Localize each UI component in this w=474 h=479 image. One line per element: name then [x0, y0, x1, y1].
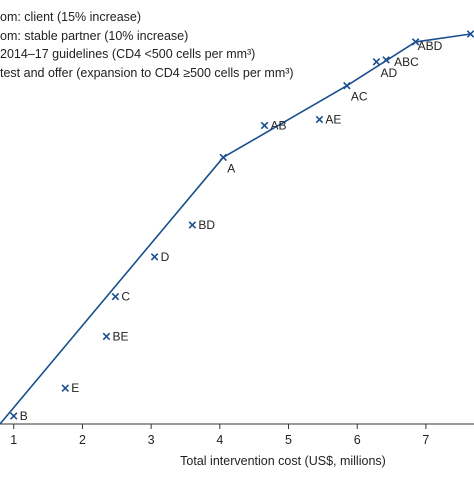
point-marker-stroke	[315, 115, 324, 124]
legend-item-4: test and offer (expansion to CD4 ≥500 ce…	[0, 66, 294, 80]
point-label-d: D	[161, 250, 170, 264]
data-point-d: D	[150, 250, 170, 264]
point-label-bd: BD	[198, 218, 215, 232]
point-marker-stroke	[466, 30, 474, 38]
data-point-abd: ABD	[411, 38, 443, 53]
x-tick-label-1: 1	[10, 433, 17, 447]
point-label-a: A	[227, 161, 235, 175]
point-label-be: BE	[112, 329, 128, 343]
data-point-c: C	[111, 290, 130, 304]
point-label-b: B	[20, 409, 28, 423]
point-label-abd: ABD	[418, 39, 443, 53]
x-tick-label-7: 7	[422, 433, 429, 447]
point-marker-stroke	[343, 81, 351, 90]
point-label-e: E	[71, 381, 79, 395]
data-point-b: B	[9, 409, 28, 423]
efficiency-frontier	[0, 33, 471, 425]
point-marker-stroke	[150, 253, 159, 261]
point-marker-stroke	[372, 58, 381, 66]
data-point-ab: AB	[260, 119, 286, 133]
data-point-ac: AC	[343, 81, 368, 104]
point-label-ad: AD	[380, 66, 397, 80]
legend-item-1: om: client (15% increase)	[0, 10, 141, 24]
point-label-ae: AE	[325, 113, 341, 127]
scatter-points: BEBECDBDAABAEACADABCABDAB	[9, 30, 474, 423]
data-point-abc: ABC	[382, 55, 419, 69]
point-marker-stroke	[411, 38, 420, 46]
data-point-ab: AB	[466, 30, 474, 38]
x-tick-label-3: 3	[148, 433, 155, 447]
point-marker-stroke	[219, 153, 228, 162]
data-point-ad: AD	[372, 58, 397, 80]
data-point-bd: BD	[188, 218, 215, 232]
point-marker-stroke	[188, 221, 197, 229]
x-tick-label-2: 2	[79, 433, 86, 447]
point-label-ab: AB	[270, 119, 286, 133]
point-marker-stroke	[260, 121, 269, 130]
point-marker-stroke	[382, 56, 390, 64]
frontier-line	[0, 33, 471, 425]
legend: om: client (15% increase) om: stable par…	[0, 10, 294, 80]
point-label-abc: ABC	[394, 55, 419, 69]
legend-item-3: 2014–17 guidelines (CD4 <500 cells per m…	[0, 47, 255, 61]
axes: 1 2 3 4 5 6 7	[0, 423, 474, 447]
data-point-ae: AE	[315, 113, 341, 127]
x-tick-label-6: 6	[354, 433, 361, 447]
point-marker-stroke	[111, 292, 120, 301]
x-tick-label-5: 5	[285, 433, 292, 447]
point-marker-stroke	[102, 332, 111, 341]
point-label-ac: AC	[351, 90, 368, 104]
point-marker-stroke	[9, 412, 18, 420]
x-axis-title: Total intervention cost (US$, millions)	[180, 454, 386, 468]
point-label-c: C	[121, 290, 130, 304]
data-point-a: A	[219, 153, 235, 175]
point-marker-stroke	[61, 384, 70, 392]
x-tick-label-4: 4	[216, 433, 223, 447]
data-point-e: E	[61, 381, 79, 395]
data-point-be: BE	[102, 329, 128, 343]
legend-item-2: om: stable partner (10% increase)	[0, 29, 188, 43]
